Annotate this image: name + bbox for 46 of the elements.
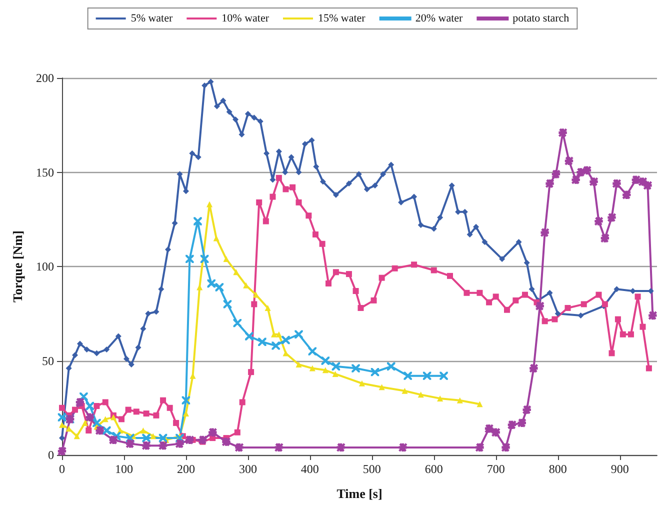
y-tick-label: 100	[36, 260, 54, 274]
point	[309, 365, 316, 372]
point	[332, 370, 338, 377]
x-tick-label: 400	[300, 462, 319, 476]
point	[358, 380, 365, 386]
x-tick-label: 0	[59, 462, 65, 476]
point	[322, 367, 328, 374]
point	[418, 392, 424, 398]
point	[378, 384, 385, 390]
point	[150, 433, 156, 440]
point	[276, 331, 282, 338]
point	[140, 427, 146, 434]
x-tick-label: 500	[362, 462, 381, 476]
point	[402, 388, 408, 394]
point	[233, 269, 240, 276]
x-tick-label: 300	[238, 462, 257, 476]
x-axis-title: Time [s]	[336, 486, 382, 501]
point	[270, 331, 277, 338]
point	[74, 433, 80, 440]
point	[223, 256, 230, 262]
x-tick-label: 800	[548, 462, 567, 476]
x-tick-label: 700	[486, 462, 505, 476]
x-tick-label: 900	[610, 462, 629, 476]
x-tick-label: 100	[114, 462, 133, 476]
point	[264, 304, 271, 311]
point	[82, 420, 88, 426]
x-tick-label: 200	[176, 462, 195, 476]
point	[213, 235, 220, 242]
legend-label: 5% water	[130, 12, 173, 24]
y-axis-title: Torque [Nm]	[10, 230, 25, 302]
point	[437, 395, 444, 402]
legend-label: 10% water	[222, 12, 270, 24]
point	[296, 362, 302, 368]
y-tick-label: 150	[36, 165, 54, 180]
y-tick-label: 200	[36, 71, 54, 85]
legend-label: potato starch	[512, 12, 570, 24]
point	[456, 397, 463, 404]
point	[252, 292, 259, 298]
legend-label: 15% water	[318, 12, 366, 24]
point	[476, 401, 483, 408]
y-tick-label: 50	[42, 354, 54, 368]
legend-label: 20% water	[415, 12, 464, 24]
point	[59, 422, 65, 428]
point	[206, 201, 213, 208]
x-tick-label: 600	[424, 462, 443, 476]
y-tick-label: 0	[48, 448, 54, 462]
